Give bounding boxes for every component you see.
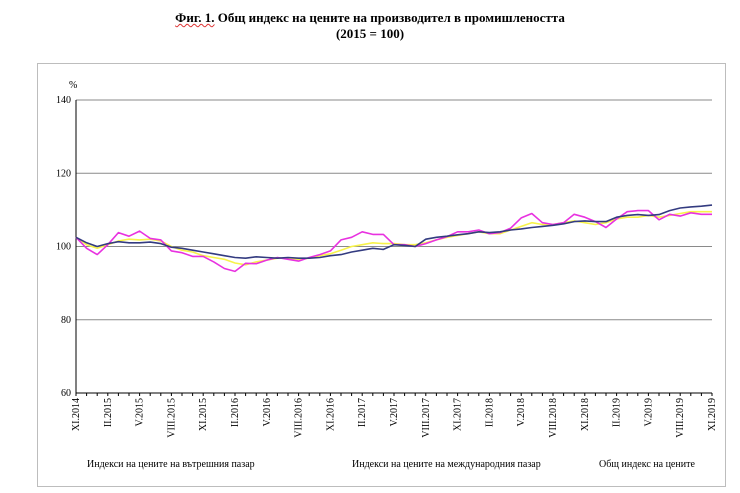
x-tick-label: II.2018 — [484, 398, 495, 427]
x-tick-label: VIII.2018 — [548, 398, 559, 438]
y-tick-label: 80 — [61, 315, 71, 326]
x-tick-label: V.2018 — [516, 398, 527, 426]
x-tick-label: V.2016 — [262, 398, 273, 426]
x-tick-label: V.2017 — [389, 398, 400, 426]
series-line-international — [75, 209, 712, 273]
y-tick-label: 100 — [56, 242, 71, 253]
x-tick-label: VIII.2016 — [294, 398, 305, 438]
x-tick-label: XI.2018 — [580, 398, 591, 431]
x-tick-label: VIII.2017 — [421, 398, 432, 438]
x-tick-label: VIII.2015 — [166, 398, 177, 438]
title-line2: (2015 = 100) — [335, 26, 405, 41]
y-tick-label: 140 — [56, 95, 71, 106]
x-tick-label: XI.2015 — [198, 398, 209, 431]
x-tick-label: XI.2014 — [71, 398, 82, 431]
title-main: Общ индекс на цените на производител в п… — [214, 10, 565, 25]
x-tick-label: VIII.2019 — [675, 398, 686, 438]
x-tick-label: II.2019 — [612, 398, 623, 427]
legend-item-total: Общ индекс на цените — [599, 459, 695, 470]
x-tick-label: XI.2016 — [325, 398, 336, 431]
legend-item-domestic: Индекси на цените на вътрешния пазар — [87, 459, 255, 470]
chart-frame — [37, 63, 726, 487]
title-prefix: Фиг. 1. — [175, 10, 215, 25]
x-tick-label: II.2015 — [103, 398, 114, 427]
x-tick-label: XI.2019 — [707, 398, 718, 431]
legend-item-international: Индекси на цените на международния пазар — [352, 459, 541, 470]
x-tick-label: V.2019 — [643, 398, 654, 426]
y-tick-label: 120 — [56, 168, 71, 179]
chart-title: Фиг. 1. Общ индекс на цените на производ… — [0, 10, 740, 42]
y-axis-unit: % — [69, 80, 77, 91]
y-tick-label: 60 — [61, 388, 71, 399]
x-tick-label: XI.2017 — [453, 398, 464, 431]
x-tick-label: V.2015 — [135, 398, 146, 426]
series-line-total — [75, 204, 713, 260]
x-tick-label: II.2016 — [230, 398, 241, 427]
x-tick-label: II.2017 — [357, 398, 368, 427]
